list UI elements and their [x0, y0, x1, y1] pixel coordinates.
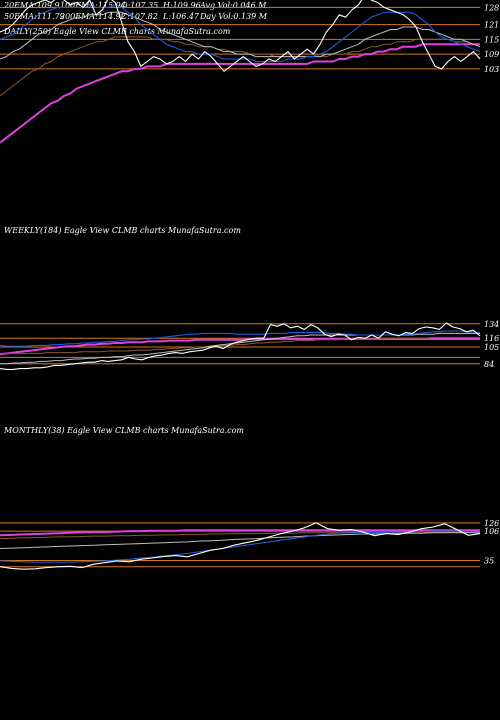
header-ema50: 50EMA:111.79 — [4, 12, 65, 21]
daily-y-tick-label: 115 — [484, 35, 499, 44]
monthly-series — [0, 522, 481, 570]
monthly-price-line — [0, 522, 481, 570]
monthly-y-tick-label: 35 — [484, 557, 494, 566]
weekly-price-line — [0, 322, 481, 370]
daily-ema200-line — [0, 43, 480, 144]
weekly-ema100-line — [0, 336, 480, 354]
daily-panel-title: DAILY(250) Eagle View CLMB charts Munafa… — [3, 27, 231, 36]
header-avg-vol: Avg Vol:0.046 M — [199, 1, 267, 10]
header-ema200: 200EMA:114.92 — [59, 12, 126, 21]
header-ema20: 20EMA:109.9 — [3, 1, 60, 10]
monthly-ema200-line — [0, 529, 480, 537]
header-low: L:106.47 — [162, 12, 200, 21]
daily-y-tick-label: 121 — [484, 21, 499, 30]
monthly-panel-title: MONTHLY(38) Eagle View CLMB charts Munaf… — [3, 426, 244, 435]
daily-ema50-line — [0, 11, 481, 60]
weekly-y-tick-label: 84 — [484, 360, 494, 369]
weekly-series — [0, 322, 481, 370]
daily-y-axis: 128 121 115 109 103 — [484, 3, 499, 73]
weekly-panel-title: WEEKLY(184) Eagle View CLMB charts Munaf… — [4, 226, 241, 235]
daily-y-tick-label: 109 — [484, 50, 499, 59]
weekly-y-tick-label: 116 — [484, 334, 499, 343]
monthly-ema20-line — [0, 530, 481, 563]
daily-levels — [0, 6, 480, 70]
daily-ema100-line — [0, 36, 481, 97]
weekly-ema200-line — [0, 338, 480, 356]
daily-series — [0, 0, 481, 144]
daily-price-line — [0, 0, 481, 72]
header-row-1: 20EMA:109.9 100EMA:115.94 O:107.35 H:109… — [3, 1, 267, 10]
daily-chart: 128 121 115 109 103 — [0, 0, 499, 144]
header-day-vol: Day Vol:0.139 M — [199, 12, 268, 21]
weekly-y-tick-label: 134 — [484, 320, 499, 329]
header-ema100: 100EMA:115.94 — [60, 1, 126, 10]
daily-y-tick-label: 103 — [484, 65, 499, 74]
header-open: O:107.35 — [121, 1, 158, 10]
header-close: C:107.82 — [121, 12, 158, 21]
header-high: H:109.96 — [162, 1, 201, 10]
daily-y-tick-label: 128 — [484, 3, 499, 12]
monthly-y-tick-label: 126 — [484, 519, 499, 528]
weekly-y-tick-label: 105 — [484, 343, 499, 352]
monthly-y-tick-label: 106 — [484, 527, 499, 536]
